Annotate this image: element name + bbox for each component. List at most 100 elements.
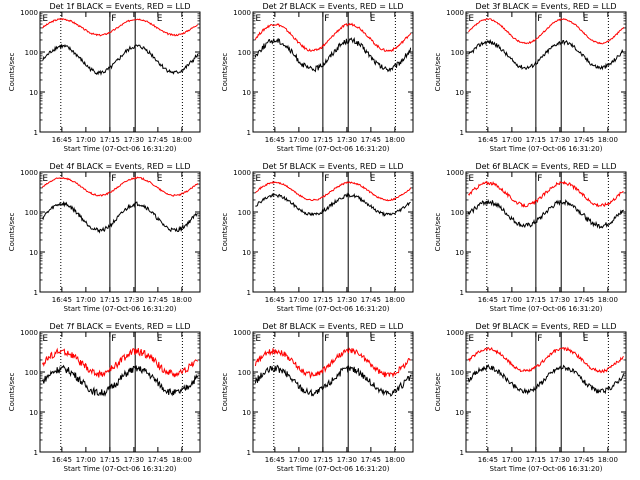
lld-series-line (255, 180, 412, 202)
detector-plot-2: Det 2f BLACK = Events, RED = LLD 1 10 100 10… (221, 2, 414, 153)
y-axis-label: Counts/sec (221, 373, 229, 412)
interval-marker: F (111, 14, 116, 24)
y-tick-label: 10 (29, 409, 38, 417)
interval-marker: E (255, 334, 261, 344)
x-tick-label: 16:45 (265, 136, 285, 144)
interval-marker: F (537, 334, 542, 344)
interval-marker: F (537, 174, 542, 184)
interval-marker: F (111, 334, 116, 344)
y-tick-label: 1000 (233, 169, 251, 177)
events-series-line (41, 364, 199, 397)
y-tick-label: 10 (29, 89, 38, 97)
interval-marker: F (537, 14, 542, 24)
x-tick-label: 16:45 (265, 456, 285, 464)
events-series-line (467, 363, 625, 396)
x-tick-label: 18:00 (598, 296, 618, 304)
x-tick-label: 17:15 (313, 456, 333, 464)
interval-marker: E (468, 334, 474, 344)
x-tick-label: 18:00 (598, 136, 618, 144)
plot-title: Det 7f BLACK = Events, RED = LLD (49, 322, 190, 331)
events-series-line (255, 192, 411, 218)
lld-series-line (41, 347, 198, 378)
plot-frame (465, 171, 627, 293)
x-tick-label: 17:30 (124, 296, 144, 304)
y-tick-label: 10 (455, 249, 464, 257)
x-axis-label: Start Time (07-Oct-06 16:31:20) (490, 305, 603, 313)
y-tick-label: 1 (460, 449, 464, 457)
lld-series-line (468, 180, 624, 208)
detector-plot-9: Det 9f BLACK = Events, RED = LLD 1 10 100 10… (434, 322, 627, 473)
interval-marker: E (583, 334, 589, 344)
interval-marker: E (370, 174, 376, 184)
y-tick-label: 1 (460, 129, 464, 137)
y-tick-label: 100 (238, 209, 251, 217)
x-tick-label: 17:30 (550, 296, 570, 304)
y-tick-label: 1000 (233, 9, 251, 17)
x-tick-label: 17:45 (148, 456, 168, 464)
plot-title: Det 4f BLACK = Events, RED = LLD (49, 162, 190, 171)
x-tick-label: 17:45 (574, 456, 594, 464)
interval-marker: E (157, 334, 163, 344)
plot-frame (39, 171, 201, 293)
x-tick-label: 17:30 (337, 296, 357, 304)
interval-marker: F (324, 14, 329, 24)
x-tick-label: 17:00 (76, 296, 96, 304)
x-tick-label: 17:45 (574, 296, 594, 304)
interval-marker: E (468, 14, 474, 24)
x-tick-label: 17:15 (313, 136, 333, 144)
interval-marker: E (255, 174, 261, 184)
x-axis-label: Start Time (07-Oct-06 16:31:20) (277, 145, 390, 153)
interval-marker: F (324, 174, 329, 184)
lld-series-line (41, 176, 199, 197)
plot-frame (252, 171, 414, 293)
x-axis-label: Start Time (07-Oct-06 16:31:20) (490, 145, 603, 153)
interval-marker: E (370, 334, 376, 344)
plot-title: Det 1f BLACK = Events, RED = LLD (49, 2, 190, 11)
y-tick-label: 10 (455, 409, 464, 417)
y-tick-label: 1000 (20, 169, 38, 177)
x-tick-label: 17:30 (124, 136, 144, 144)
detector-plot-4: Det 4f BLACK = Events, RED = LLD 1 10 100 10… (8, 162, 201, 313)
x-tick-label: 17:30 (337, 136, 357, 144)
x-tick-label: 17:30 (550, 136, 570, 144)
x-tick-label: 17:45 (361, 136, 381, 144)
y-tick-label: 1 (34, 449, 38, 457)
plot-title: Det 9f BLACK = Events, RED = LLD (475, 322, 616, 331)
lld-series-line (42, 17, 198, 37)
x-tick-label: 16:45 (478, 456, 498, 464)
y-axis-label: Counts/sec (8, 373, 16, 412)
x-tick-label: 17:15 (313, 296, 333, 304)
x-tick-label: 17:00 (502, 136, 522, 144)
x-tick-label: 16:45 (52, 136, 72, 144)
x-tick-label: 18:00 (385, 136, 405, 144)
y-tick-label: 10 (242, 89, 251, 97)
y-tick-label: 100 (238, 369, 251, 377)
y-tick-label: 1 (460, 289, 464, 297)
x-tick-label: 18:00 (172, 296, 192, 304)
y-tick-label: 100 (25, 369, 38, 377)
x-tick-label: 17:00 (502, 296, 522, 304)
x-tick-label: 16:45 (265, 296, 285, 304)
plot-title: Det 3f BLACK = Events, RED = LLD (475, 2, 616, 11)
events-series-line (41, 200, 198, 234)
events-series-line (468, 38, 624, 71)
y-axis-label: Counts/sec (434, 213, 442, 252)
x-tick-label: 16:45 (52, 456, 72, 464)
x-axis-label: Start Time (07-Oct-06 16:31:20) (64, 145, 177, 153)
x-tick-label: 17:00 (502, 456, 522, 464)
y-tick-label: 10 (455, 89, 464, 97)
x-tick-label: 16:45 (478, 136, 498, 144)
x-tick-label: 17:00 (289, 136, 309, 144)
y-tick-label: 1 (247, 129, 251, 137)
events-series-line (254, 364, 412, 397)
x-tick-label: 17:00 (76, 136, 96, 144)
y-tick-label: 10 (29, 249, 38, 257)
plot-title: Det 6f BLACK = Events, RED = LLD (475, 162, 616, 171)
x-tick-label: 17:00 (289, 456, 309, 464)
x-tick-label: 17:15 (100, 136, 120, 144)
y-axis-label: Counts/sec (434, 373, 442, 412)
x-tick-label: 17:15 (100, 456, 120, 464)
x-tick-label: 16:45 (52, 296, 72, 304)
x-tick-label: 17:45 (574, 136, 594, 144)
events-series-line (254, 36, 412, 73)
